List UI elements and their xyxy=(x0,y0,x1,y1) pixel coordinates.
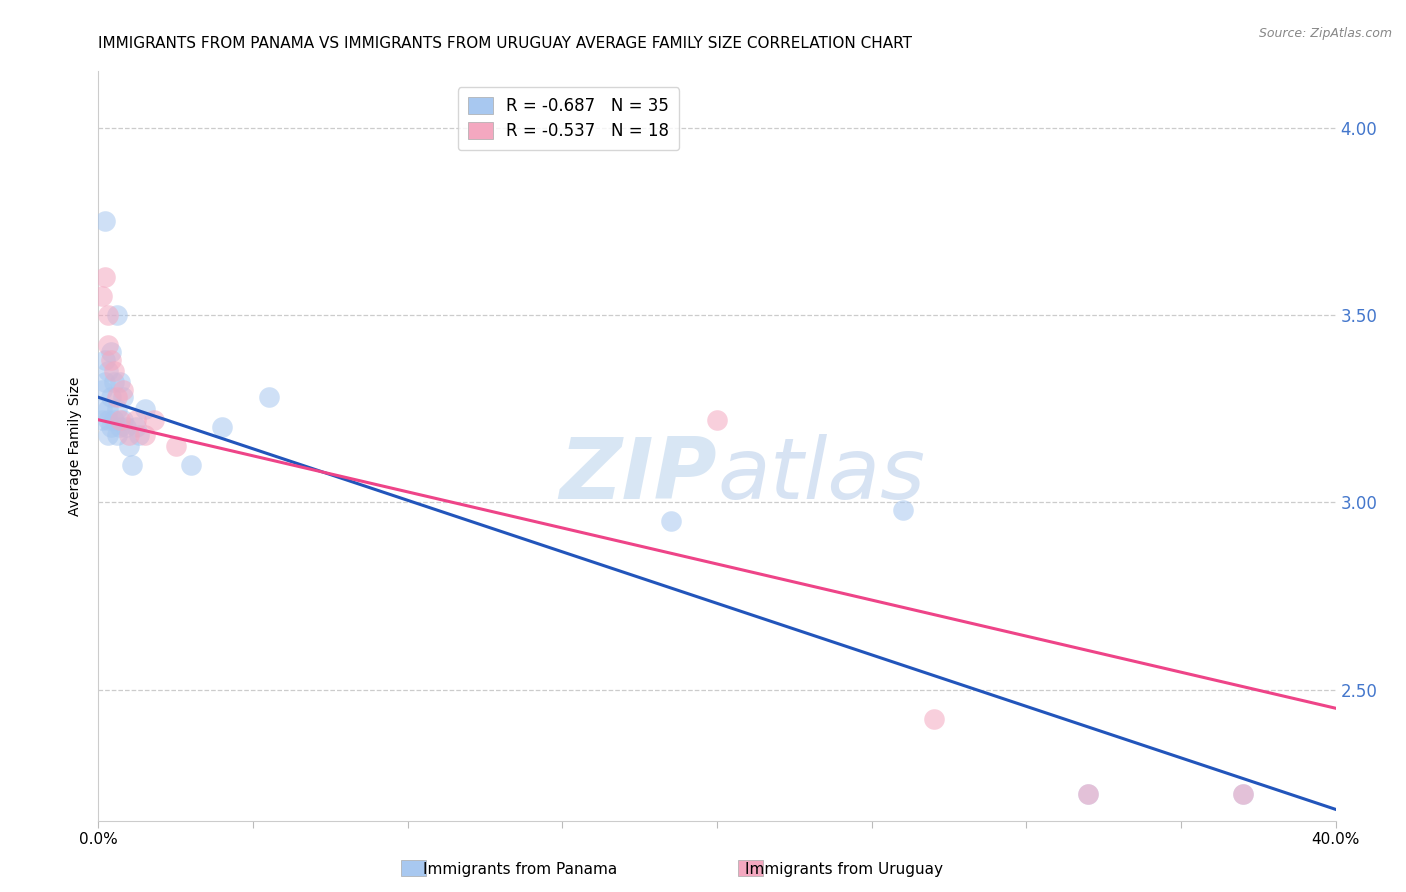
Point xyxy=(105,390,128,404)
Point xyxy=(257,390,280,404)
Point xyxy=(1077,788,1099,802)
Point xyxy=(121,458,143,472)
Text: Immigrants from Uruguay: Immigrants from Uruguay xyxy=(745,863,942,877)
Point xyxy=(115,420,138,434)
Point xyxy=(90,289,112,303)
Point xyxy=(105,401,128,416)
Point xyxy=(105,308,128,322)
Point xyxy=(124,413,146,427)
Point xyxy=(112,413,135,427)
Point xyxy=(93,376,115,390)
Point xyxy=(922,713,945,727)
Text: atlas: atlas xyxy=(717,434,925,517)
Point xyxy=(1232,788,1254,802)
Point xyxy=(891,502,914,516)
Point xyxy=(659,514,682,528)
Point xyxy=(108,413,131,427)
Point xyxy=(211,420,233,434)
FancyBboxPatch shape xyxy=(738,860,763,876)
Point xyxy=(100,420,122,434)
Point xyxy=(93,270,115,285)
Point xyxy=(118,439,141,453)
Point xyxy=(108,420,131,434)
Point xyxy=(124,420,146,434)
Point xyxy=(103,413,125,427)
Point xyxy=(165,439,187,453)
Point xyxy=(103,364,125,378)
Point xyxy=(108,376,131,390)
Point xyxy=(103,376,125,390)
Point xyxy=(134,427,156,442)
Point xyxy=(100,352,122,367)
Point xyxy=(706,413,728,427)
Point xyxy=(100,345,122,359)
Text: IMMIGRANTS FROM PANAMA VS IMMIGRANTS FROM URUGUAY AVERAGE FAMILY SIZE CORRELATIO: IMMIGRANTS FROM PANAMA VS IMMIGRANTS FRO… xyxy=(98,36,912,51)
Point xyxy=(97,364,120,378)
Point xyxy=(112,383,135,397)
Text: Immigrants from Panama: Immigrants from Panama xyxy=(423,863,617,877)
Point xyxy=(134,401,156,416)
Point xyxy=(97,401,120,416)
Point xyxy=(112,390,135,404)
Point xyxy=(93,352,115,367)
Legend: R = -0.687   N = 35, R = -0.537   N = 18: R = -0.687 N = 35, R = -0.537 N = 18 xyxy=(458,87,679,150)
Point xyxy=(105,427,128,442)
Point xyxy=(118,427,141,442)
Text: Source: ZipAtlas.com: Source: ZipAtlas.com xyxy=(1258,27,1392,40)
Point xyxy=(90,413,112,427)
Point xyxy=(1232,788,1254,802)
Point xyxy=(180,458,202,472)
Point xyxy=(97,427,120,442)
Point xyxy=(90,401,112,416)
Point xyxy=(97,413,120,427)
FancyBboxPatch shape xyxy=(401,860,426,876)
Text: ZIP: ZIP xyxy=(560,434,717,517)
Point xyxy=(97,308,120,322)
Point xyxy=(143,413,166,427)
Point xyxy=(100,390,122,404)
Point xyxy=(90,383,112,397)
Point xyxy=(1077,788,1099,802)
Point xyxy=(97,338,120,352)
Y-axis label: Average Family Size: Average Family Size xyxy=(69,376,83,516)
Point xyxy=(128,427,150,442)
Point xyxy=(93,214,115,228)
